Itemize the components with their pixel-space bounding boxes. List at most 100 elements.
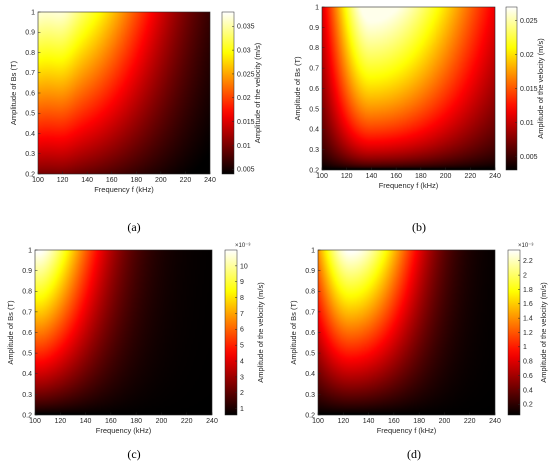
x-tick-label: 240 bbox=[204, 177, 216, 184]
colorbar-tick-label: 0.025 bbox=[520, 18, 538, 25]
colorbar-label: Amplitude of the velocity (m/s) bbox=[536, 38, 545, 139]
x-tick-label: 220 bbox=[180, 177, 192, 184]
y-tick-label: 0.8 bbox=[25, 50, 35, 57]
colorbar-tick-label: 7 bbox=[240, 311, 244, 318]
colorbar-tick-label: 0.8 bbox=[523, 359, 533, 366]
y-tick-label: 1 bbox=[28, 247, 32, 254]
y-axis-label: Amplitude of Bs (T) bbox=[9, 60, 18, 125]
y-axis-label: Amplitude of Bs (T) bbox=[289, 300, 298, 365]
x-axis-label: Frequency f (kHz) bbox=[377, 426, 437, 435]
heatmap-panel-4: 100 120 140 160 180 200 220 240 0.2 0.3 0.4 0.5 0.6 0… bbox=[289, 243, 548, 461]
y-tick-label: 0.8 bbox=[309, 45, 319, 52]
colorbar-exponent: ×10⁻³ bbox=[235, 243, 250, 249]
y-tick-label: 0.6 bbox=[309, 86, 319, 93]
heatmap-image bbox=[38, 12, 210, 174]
colorbar-tick-label: 0.005 bbox=[520, 154, 538, 161]
y-axis-label: Amplitude of Bs (T) bbox=[6, 300, 15, 365]
y-axis-label: Amplitude of Bs (T) bbox=[293, 56, 302, 121]
y-tick-label: 0.6 bbox=[22, 330, 32, 337]
colorbar-tick-label: 0.03 bbox=[237, 48, 251, 55]
colorbar-tick-label: 8 bbox=[240, 295, 244, 302]
heatmap-panel-1: 100 120 140 160 180 200 220 240 0.2 0.3 0.4 0.5 0.6 0… bbox=[9, 9, 262, 234]
x-tick-label: 160 bbox=[106, 177, 118, 184]
y-tick-label: 0.9 bbox=[305, 268, 315, 275]
colorbar bbox=[221, 11, 235, 175]
x-tick-label: 100 bbox=[316, 173, 328, 180]
y-tick-label: 0.9 bbox=[22, 268, 32, 275]
x-tick-label: 120 bbox=[57, 177, 69, 184]
colorbar-tick-label: 1.6 bbox=[523, 301, 533, 308]
y-tick-label: 0.7 bbox=[309, 66, 319, 73]
x-tick-label: 180 bbox=[130, 418, 142, 425]
y-tick-label: 0.8 bbox=[22, 289, 32, 296]
colorbar-tick-label: 9 bbox=[240, 279, 244, 286]
colorbar-tick-label: 0.015 bbox=[237, 119, 255, 126]
x-tick-label: 140 bbox=[80, 418, 92, 425]
y-tick-label: 1 bbox=[315, 4, 319, 11]
x-tick-label: 160 bbox=[105, 418, 117, 425]
y-tick-label: 0.9 bbox=[25, 30, 35, 37]
x-tick-label: 240 bbox=[206, 418, 218, 425]
x-tick-label: 200 bbox=[439, 418, 451, 425]
y-tick-label: 0.2 bbox=[305, 412, 315, 419]
x-tick-label: 180 bbox=[413, 418, 425, 425]
colorbar-tick-label: 1 bbox=[523, 344, 527, 351]
panel-caption: (a) bbox=[127, 220, 140, 234]
x-axis-label: Frequency f (kHz) bbox=[94, 185, 154, 194]
colorbar-tick-label: 0.6 bbox=[523, 373, 533, 380]
colorbar-tick-label: 0.005 bbox=[237, 167, 255, 174]
colorbar-tick-label: 0.2 bbox=[523, 402, 533, 409]
y-tick-label: 0.7 bbox=[22, 309, 32, 316]
colorbar-exponent: ×10⁻³ bbox=[518, 243, 533, 249]
colorbar-tick-label: 2 bbox=[523, 273, 527, 280]
x-tick-label: 220 bbox=[464, 173, 476, 180]
x-axis-label: Frequency (kHz) bbox=[96, 426, 152, 435]
colorbar-tick-label: 4 bbox=[240, 358, 244, 365]
y-tick-label: 0.4 bbox=[309, 127, 319, 134]
x-tick-label: 120 bbox=[337, 418, 349, 425]
x-tick-label: 140 bbox=[363, 418, 375, 425]
y-tick-label: 0.4 bbox=[25, 131, 35, 138]
y-tick-label: 0.8 bbox=[305, 289, 315, 296]
x-tick-label: 200 bbox=[440, 173, 452, 180]
heatmap-panel-3: 100 120 140 160 180 200 220 240 0.2 0.3 0.4 0.5 0.6 0… bbox=[6, 243, 265, 461]
heatmap-image bbox=[35, 250, 212, 415]
y-tick-label: 0.6 bbox=[25, 90, 35, 97]
y-tick-label: 0.3 bbox=[25, 151, 35, 158]
y-tick-label: 1 bbox=[311, 247, 315, 254]
x-tick-label: 180 bbox=[130, 177, 142, 184]
colorbar bbox=[224, 249, 238, 416]
y-tick-label: 1 bbox=[31, 9, 35, 16]
colorbar-tick-label: 3 bbox=[240, 374, 244, 381]
x-tick-label: 180 bbox=[415, 173, 427, 180]
y-tick-label: 0.2 bbox=[309, 167, 319, 174]
x-tick-label: 240 bbox=[489, 418, 501, 425]
heatmap-panel-2: 100 120 140 160 180 200 220 240 0.2 0.3 0.4 0.5 0.6 0… bbox=[293, 4, 545, 234]
y-tick-label: 0.5 bbox=[22, 351, 32, 358]
y-tick-label: 0.3 bbox=[305, 392, 315, 399]
y-tick-label: 0.4 bbox=[305, 371, 315, 378]
panel-caption: (c) bbox=[127, 447, 140, 461]
x-tick-label: 160 bbox=[390, 173, 402, 180]
colorbar-tick-label: 1.4 bbox=[523, 316, 533, 323]
y-tick-label: 0.3 bbox=[309, 147, 319, 154]
colorbar-tick-label: 0.015 bbox=[520, 86, 538, 93]
x-axis-label: Frequency f (kHz) bbox=[379, 181, 439, 190]
y-tick-label: 0.5 bbox=[305, 351, 315, 358]
colorbar-tick-label: 0.02 bbox=[237, 95, 251, 102]
colorbar-label: Amplitude of the velocity (m/s) bbox=[256, 282, 265, 383]
y-tick-label: 0.6 bbox=[305, 330, 315, 337]
heatmap-image bbox=[322, 7, 495, 170]
colorbar-label: Amplitude of the velocity (m/s) bbox=[539, 282, 548, 383]
y-tick-label: 0.5 bbox=[309, 106, 319, 113]
panel-caption: (d) bbox=[407, 447, 421, 461]
colorbar-tick-label: 0.02 bbox=[520, 52, 534, 59]
y-tick-label: 0.3 bbox=[22, 392, 32, 399]
colorbar-tick-label: 1.2 bbox=[523, 330, 533, 337]
colorbar-tick-label: 5 bbox=[240, 343, 244, 350]
colorbar-tick-label: 0.035 bbox=[237, 24, 255, 31]
colorbar-tick-label: 0.4 bbox=[523, 387, 533, 394]
y-tick-label: 0.9 bbox=[309, 25, 319, 32]
colorbar-label: Amplitude of the velocity (m/s) bbox=[253, 42, 262, 143]
